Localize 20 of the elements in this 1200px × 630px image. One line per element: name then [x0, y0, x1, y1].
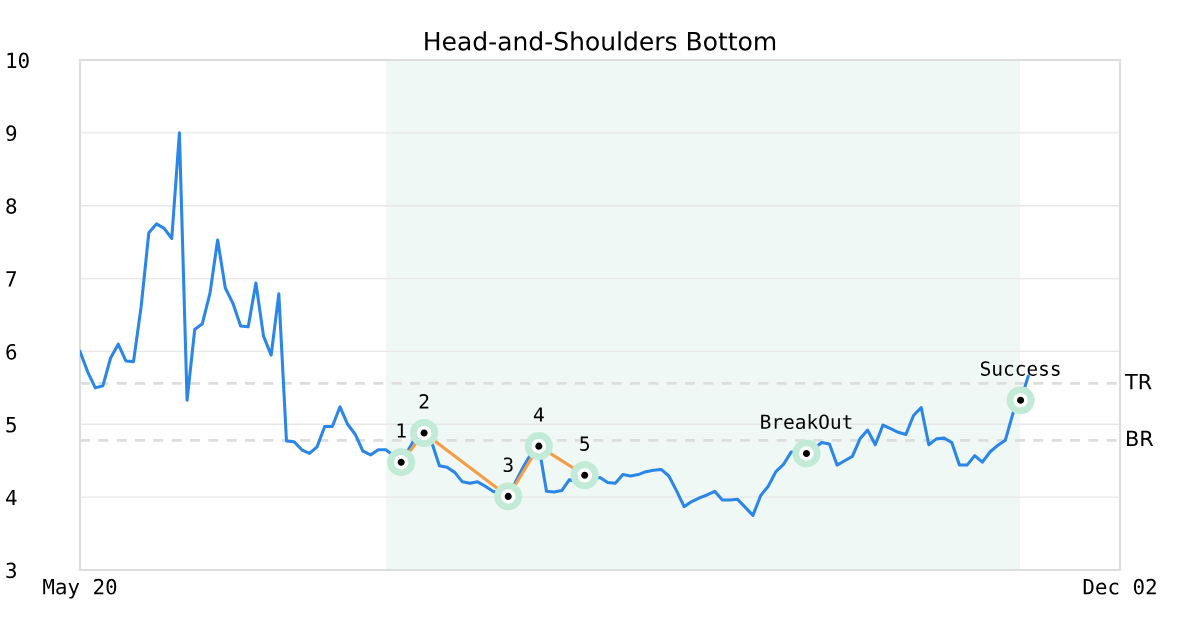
- y-tick-label: 3: [6, 562, 16, 579]
- annotation: 5: [580, 436, 589, 451]
- annotation: Success: [980, 361, 1060, 376]
- y-tick-label: 10: [7, 52, 29, 69]
- y-tick-label: 7: [6, 271, 16, 287]
- y-tick-label: 9: [6, 125, 17, 142]
- y-tick-label: 4: [6, 489, 17, 506]
- y-tick-label: 6: [6, 343, 17, 360]
- annotation: 4: [533, 407, 544, 422]
- y-tick-label: 8: [6, 198, 17, 214]
- y-tick-label: 5: [6, 417, 16, 433]
- annotation: 2: [419, 394, 429, 409]
- x-tick-label: May 20: [43, 578, 117, 599]
- annotation: BreakOut: [761, 414, 852, 430]
- ref-line-label: BR: [1127, 430, 1154, 447]
- annotation: 1: [397, 423, 406, 438]
- chart-title: Head-and-Shoulders Bottom: [425, 31, 776, 51]
- annotation: 3: [503, 457, 513, 473]
- x-tick-label: Dec 02: [1083, 578, 1156, 595]
- ref-line-label: TR: [1124, 374, 1152, 390]
